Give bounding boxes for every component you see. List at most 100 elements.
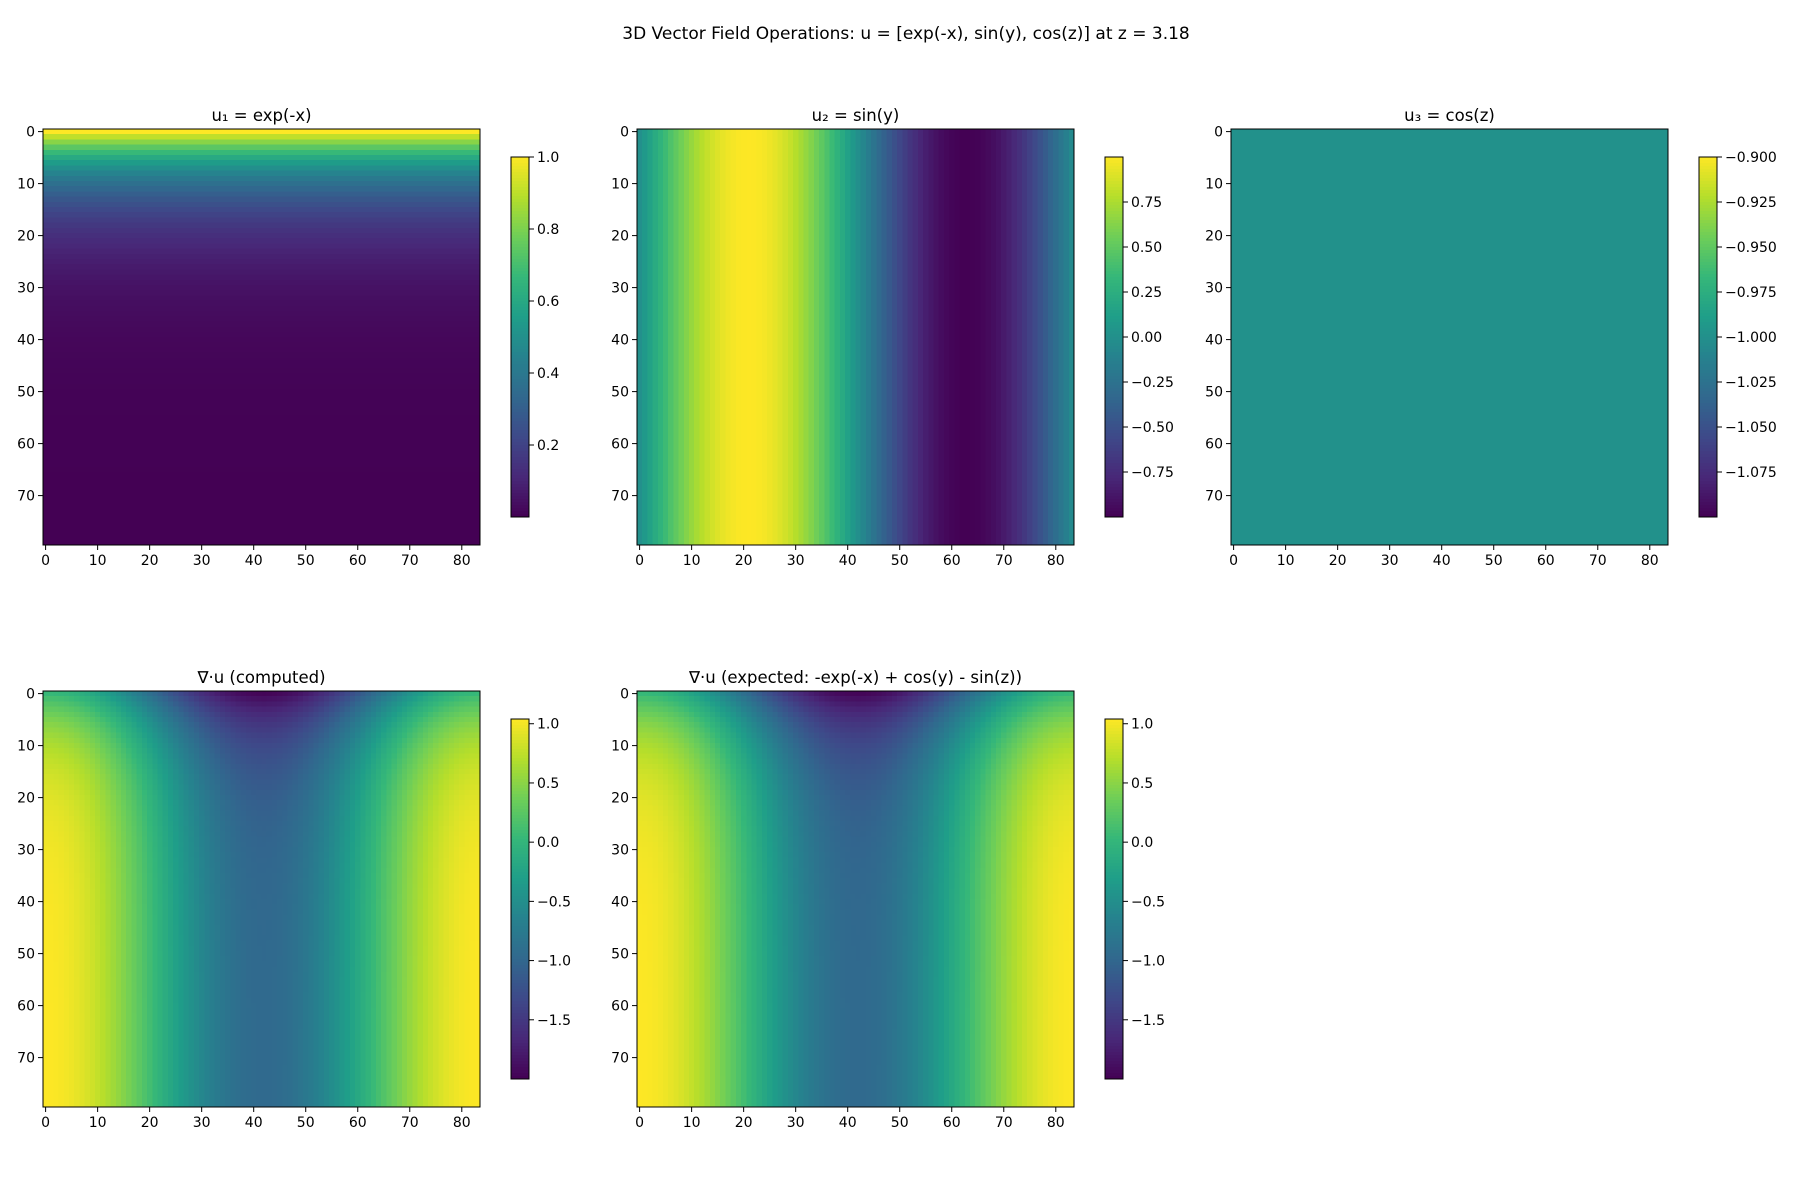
heatmap-cell bbox=[470, 186, 476, 192]
heatmap-cell bbox=[209, 145, 215, 151]
heatmap-cell bbox=[111, 155, 117, 161]
heatmap-cell bbox=[137, 155, 143, 161]
heatmap-cell bbox=[267, 176, 273, 182]
heatmap-cell bbox=[48, 181, 54, 187]
heatmap-cell bbox=[381, 176, 387, 182]
heatmap-cell bbox=[43, 155, 49, 161]
heatmap-cell bbox=[454, 181, 460, 187]
heatmap-cell bbox=[407, 129, 413, 135]
heatmap-cell bbox=[64, 160, 70, 166]
heatmap-cell bbox=[256, 176, 262, 182]
heatmap-cell bbox=[225, 171, 231, 177]
heatmap-cell bbox=[53, 145, 59, 151]
heatmap-cell bbox=[183, 134, 189, 140]
heatmap-cell bbox=[48, 171, 54, 177]
heatmap-cell bbox=[272, 150, 278, 156]
heatmap-cell bbox=[121, 145, 127, 151]
heatmap-cell bbox=[433, 139, 439, 145]
heatmap-cell bbox=[111, 145, 117, 151]
heatmap-cell bbox=[397, 171, 403, 177]
heatmap-cell bbox=[308, 139, 314, 145]
heatmap-cell bbox=[168, 165, 174, 171]
heatmap-cell bbox=[423, 176, 429, 182]
heatmap-cell bbox=[262, 150, 268, 156]
heatmap-cell bbox=[194, 139, 200, 145]
heatmap-cell bbox=[131, 165, 137, 171]
heatmap-cell bbox=[168, 134, 174, 140]
heatmap-cell bbox=[267, 150, 273, 156]
heatmap-cell bbox=[381, 165, 387, 171]
heatmap-cell bbox=[100, 176, 106, 182]
heatmap-cell bbox=[131, 160, 137, 166]
heatmap-cell bbox=[189, 155, 195, 161]
heatmap-cell bbox=[298, 129, 304, 135]
heatmap-cell bbox=[355, 150, 361, 156]
heatmap-cell bbox=[262, 197, 268, 203]
heatmap-cell bbox=[402, 181, 408, 187]
heatmap-cell bbox=[303, 176, 309, 182]
heatmap-cell bbox=[152, 202, 158, 208]
heatmap-cell bbox=[324, 139, 330, 145]
heatmap-cell bbox=[137, 150, 143, 156]
heatmap-cell bbox=[121, 150, 127, 156]
heatmap-cell bbox=[64, 197, 70, 203]
heatmap-cell bbox=[142, 129, 148, 135]
heatmap-cell bbox=[340, 129, 346, 135]
heatmap-cell bbox=[329, 134, 335, 140]
heatmap-cell bbox=[147, 191, 153, 197]
heatmap-cell bbox=[69, 134, 75, 140]
heatmap-cell bbox=[470, 160, 476, 166]
heatmap-cell bbox=[366, 165, 372, 171]
heatmap-cell bbox=[59, 145, 65, 151]
heatmap-cell bbox=[355, 129, 361, 135]
heatmap-cell bbox=[444, 155, 450, 161]
heatmap-cell bbox=[267, 171, 273, 177]
heatmap-cell bbox=[220, 165, 226, 171]
heatmap-cell bbox=[288, 191, 294, 197]
heatmap-cell bbox=[147, 181, 153, 187]
heatmap-cell bbox=[438, 186, 444, 192]
heatmap-cell bbox=[454, 191, 460, 197]
heatmap-cell bbox=[64, 155, 70, 161]
heatmap-cell bbox=[433, 171, 439, 177]
heatmap-cell bbox=[324, 186, 330, 192]
heatmap-cell bbox=[464, 155, 470, 161]
heatmap-cell bbox=[230, 181, 236, 187]
heatmap-cell bbox=[152, 139, 158, 145]
heatmap-cell bbox=[189, 197, 195, 203]
heatmap-cell bbox=[142, 165, 148, 171]
heatmap-cell bbox=[298, 155, 304, 161]
heatmap-cell bbox=[157, 145, 163, 151]
heatmap-cell bbox=[459, 186, 465, 192]
heatmap-cell bbox=[345, 191, 351, 197]
heatmap-cell bbox=[90, 165, 96, 171]
heatmap-cell bbox=[308, 134, 314, 140]
heatmap-cell bbox=[366, 176, 372, 182]
heatmap-cell bbox=[449, 176, 455, 182]
heatmap-cell bbox=[116, 176, 122, 182]
heatmap-cell bbox=[272, 176, 278, 182]
heatmap-cell bbox=[147, 202, 153, 208]
heatmap-cell bbox=[189, 176, 195, 182]
heatmap-cell bbox=[412, 165, 418, 171]
heatmap-cell bbox=[381, 191, 387, 197]
heatmap-cell bbox=[183, 186, 189, 192]
heatmap-cell bbox=[324, 150, 330, 156]
heatmap-cell bbox=[392, 129, 398, 135]
heatmap-cell bbox=[334, 171, 340, 177]
heatmap-cell bbox=[199, 134, 205, 140]
heatmap-cell bbox=[225, 129, 231, 135]
heatmap-cell bbox=[412, 155, 418, 161]
heatmap-cell bbox=[366, 155, 372, 161]
heatmap-cell bbox=[454, 134, 460, 140]
heatmap-cell bbox=[324, 160, 330, 166]
heatmap-cell bbox=[386, 160, 392, 166]
heatmap-cell bbox=[444, 197, 450, 203]
heatmap-cell bbox=[308, 191, 314, 197]
heatmap-cell bbox=[246, 197, 252, 203]
heatmap-cell bbox=[100, 171, 106, 177]
heatmap-cell bbox=[168, 150, 174, 156]
heatmap-cell bbox=[340, 155, 346, 161]
heatmap-cell bbox=[137, 202, 143, 208]
